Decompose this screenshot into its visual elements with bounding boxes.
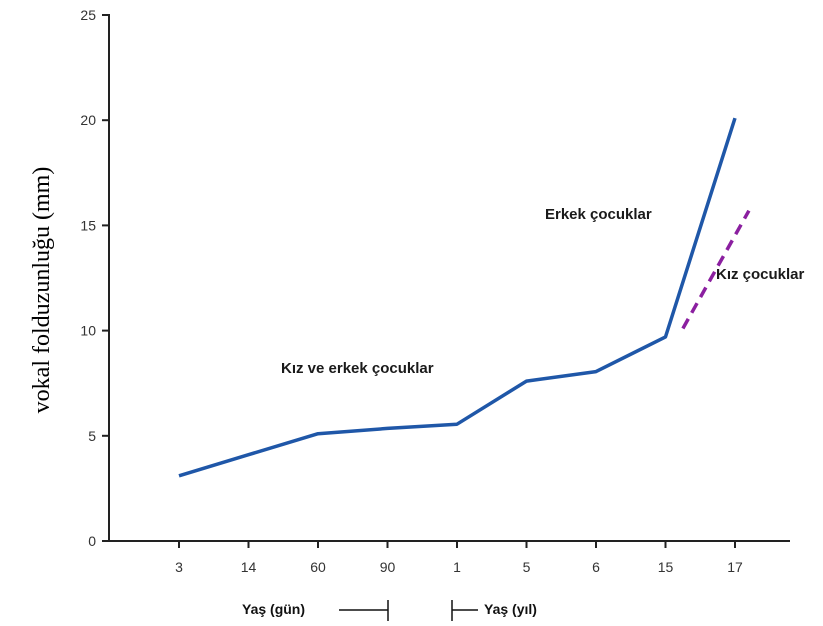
series-line-0 (178, 117, 737, 478)
series-line-1 (681, 209, 751, 330)
x-group-years: Yaş (yıl) (451, 600, 537, 621)
x-tick-label: 17 (727, 559, 743, 575)
y-axis-label: vokal folduzunluğu (mm) (29, 167, 55, 414)
axes (108, 14, 790, 542)
x-tick-label: 5 (523, 559, 531, 575)
series-lines (178, 117, 751, 478)
x-group-days: Yaş (gün) (242, 600, 389, 621)
x-tick-label: 6 (592, 559, 600, 575)
x-ticks: 3 14 60 90 1 5 6 15 17 (175, 541, 743, 575)
x-tick-label: 3 (175, 559, 183, 575)
x-group-days-label: Yaş (gün) (242, 601, 305, 617)
x-tick-label: 1 (453, 559, 461, 575)
y-tick-label: 10 (80, 323, 96, 339)
y-tick-label: 0 (88, 533, 96, 549)
y-tick-label: 20 (80, 112, 96, 128)
x-tick-label: 60 (310, 559, 326, 575)
annotation-both: Kız ve erkek çocuklar (281, 360, 434, 377)
y-tick-label: 15 (80, 217, 96, 233)
x-tick-label: 14 (241, 559, 257, 575)
x-tick-label: 15 (658, 559, 674, 575)
y-ticks: 0 5 10 15 20 25 (80, 7, 109, 549)
y-tick-label: 5 (88, 428, 96, 444)
y-tick-label: 25 (80, 7, 96, 23)
annotation-girls: Kız çocuklar (716, 266, 805, 283)
x-group-years-label: Yaş (yıl) (484, 601, 537, 617)
x-tick-label: 90 (380, 559, 396, 575)
annotation-boys: Erkek çocuklar (545, 206, 652, 223)
